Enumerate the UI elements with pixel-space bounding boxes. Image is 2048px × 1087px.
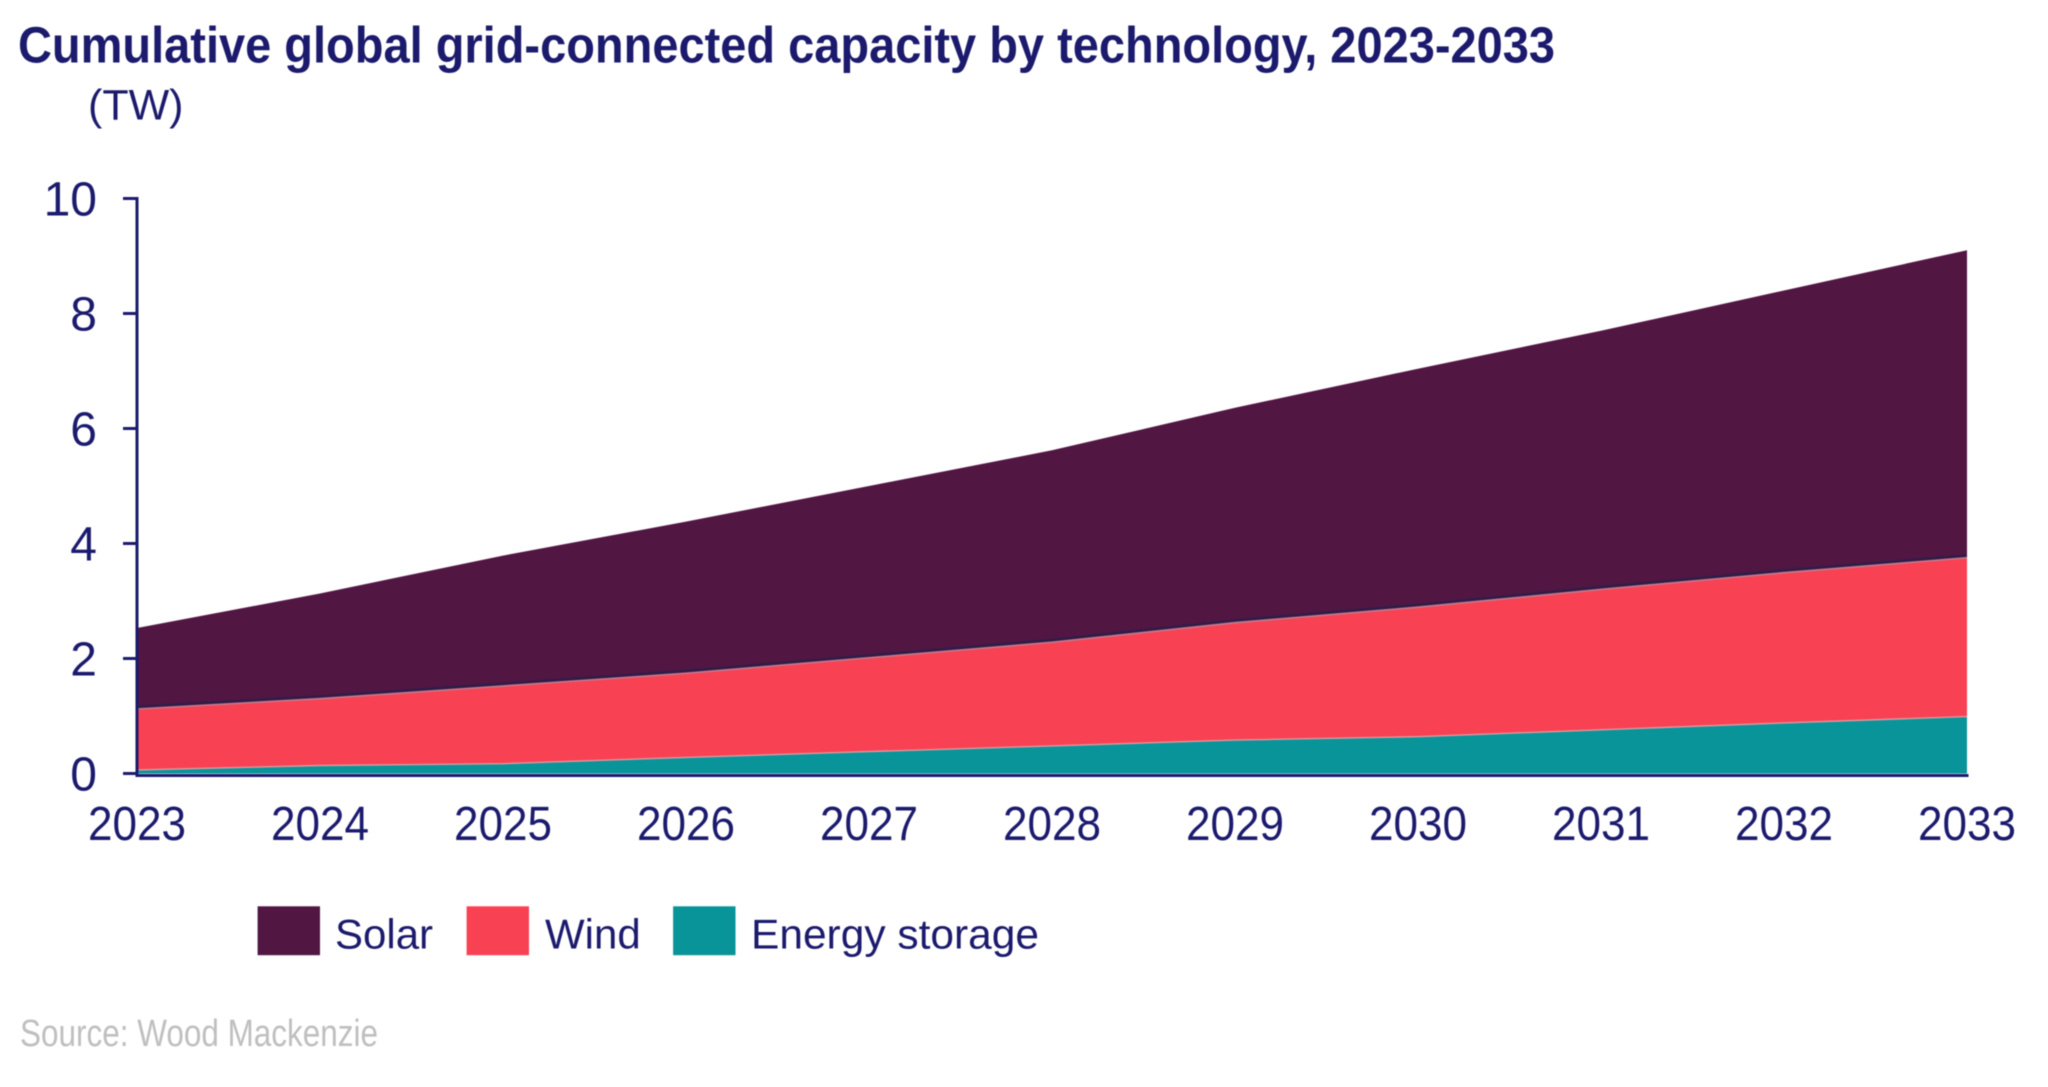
svg-text:2029: 2029 xyxy=(1186,798,1284,851)
svg-text:2033: 2033 xyxy=(1918,798,2016,851)
svg-text:4: 4 xyxy=(70,519,97,572)
svg-text:2024: 2024 xyxy=(271,798,369,851)
svg-text:2: 2 xyxy=(70,634,97,687)
svg-text:Cumulative global grid-connect: Cumulative global grid-connected capacit… xyxy=(18,16,1555,73)
svg-text:Source: Wood Mackenzie: Source: Wood Mackenzie xyxy=(20,1013,378,1055)
svg-text:2031: 2031 xyxy=(1552,798,1650,851)
svg-text:Solar: Solar xyxy=(335,911,433,958)
svg-text:2028: 2028 xyxy=(1003,798,1101,851)
svg-text:2030: 2030 xyxy=(1369,798,1467,851)
svg-text:(TW): (TW) xyxy=(88,82,184,130)
svg-text:2026: 2026 xyxy=(637,798,735,851)
svg-text:2032: 2032 xyxy=(1735,798,1833,851)
svg-text:2023: 2023 xyxy=(88,798,186,851)
svg-text:Wind: Wind xyxy=(545,911,641,958)
svg-text:2025: 2025 xyxy=(454,798,552,851)
svg-text:6: 6 xyxy=(70,404,97,457)
svg-text:10: 10 xyxy=(44,174,97,227)
svg-text:Energy storage: Energy storage xyxy=(751,911,1039,958)
svg-text:8: 8 xyxy=(70,289,97,342)
svg-text:0: 0 xyxy=(70,749,97,802)
svg-text:2027: 2027 xyxy=(820,798,918,851)
